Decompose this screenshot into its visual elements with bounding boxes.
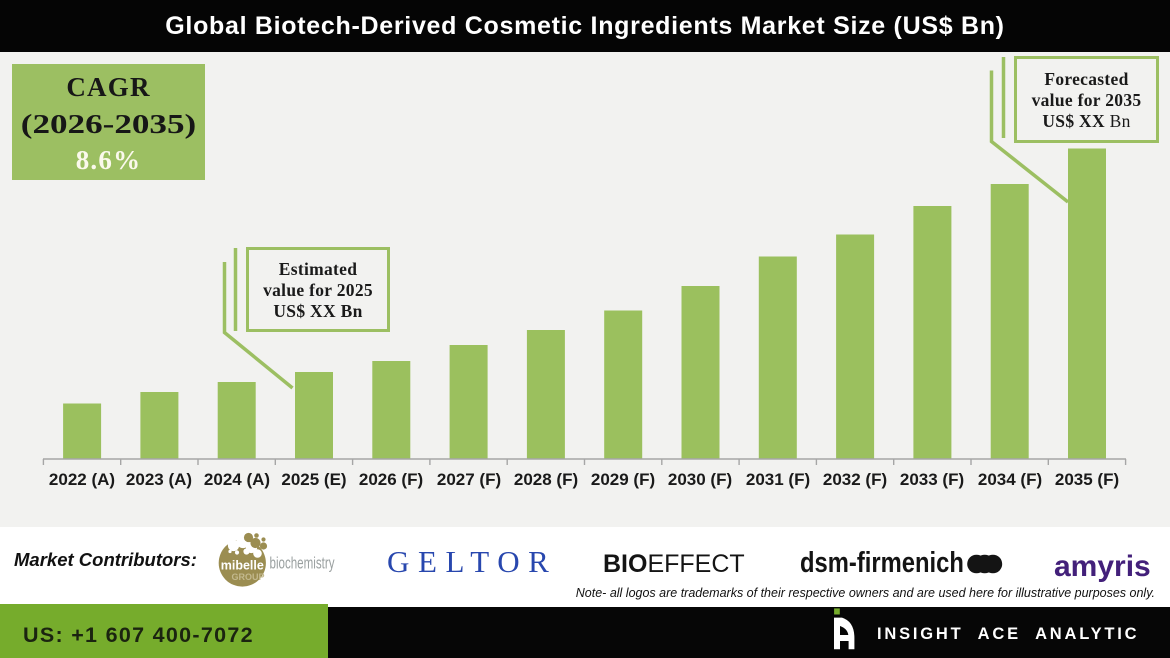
svg-text:mibelle: mibelle bbox=[221, 559, 264, 573]
svg-text:GROUP: GROUP bbox=[231, 572, 264, 582]
svg-text:biochemistry: biochemistry bbox=[270, 555, 336, 573]
